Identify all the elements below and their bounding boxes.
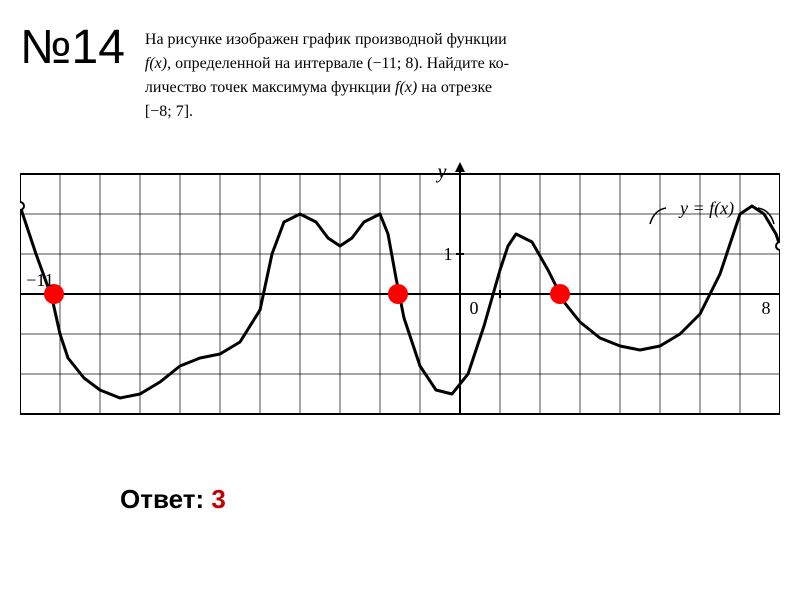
answer-label: Ответ: xyxy=(120,484,211,514)
svg-text:−11: −11 xyxy=(26,270,53,290)
graph-svg: yx10−118y = f(x) xyxy=(20,154,780,434)
text-line2: , определенной на интервале (−11; 8). На… xyxy=(167,55,509,72)
graph-container: yx10−118y = f(x) xyxy=(20,154,780,454)
text-line4: [−8; 7]. xyxy=(145,103,193,120)
answer-row: Ответ: 3 xyxy=(20,484,780,515)
text-line3-before: личество точек максимума функции xyxy=(145,79,395,96)
svg-text:1: 1 xyxy=(444,244,453,264)
answer-value: 3 xyxy=(211,484,225,514)
problem-text: На рисунке изображен график производной … xyxy=(145,20,509,124)
text-line1: На рисунке изображен график производной … xyxy=(145,31,507,48)
fx-label-2: f(x) xyxy=(395,79,417,96)
svg-text:y = f(x): y = f(x) xyxy=(678,198,734,219)
svg-text:0: 0 xyxy=(470,298,479,318)
svg-text:y: y xyxy=(436,161,447,183)
text-line3-after: на отрезке xyxy=(417,79,492,96)
fx-label-1: f(x) xyxy=(145,55,167,72)
problem-number: №14 xyxy=(20,20,125,75)
svg-text:8: 8 xyxy=(762,298,771,318)
